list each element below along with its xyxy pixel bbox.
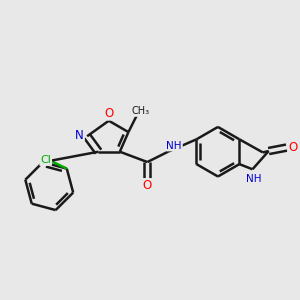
Text: NH: NH [167, 140, 182, 151]
Text: O: O [288, 141, 297, 154]
Text: Cl: Cl [40, 155, 51, 165]
Text: N: N [75, 129, 84, 142]
Text: O: O [105, 107, 114, 120]
Text: NH: NH [247, 174, 262, 184]
Text: O: O [143, 179, 152, 192]
Text: CH₃: CH₃ [132, 106, 150, 116]
